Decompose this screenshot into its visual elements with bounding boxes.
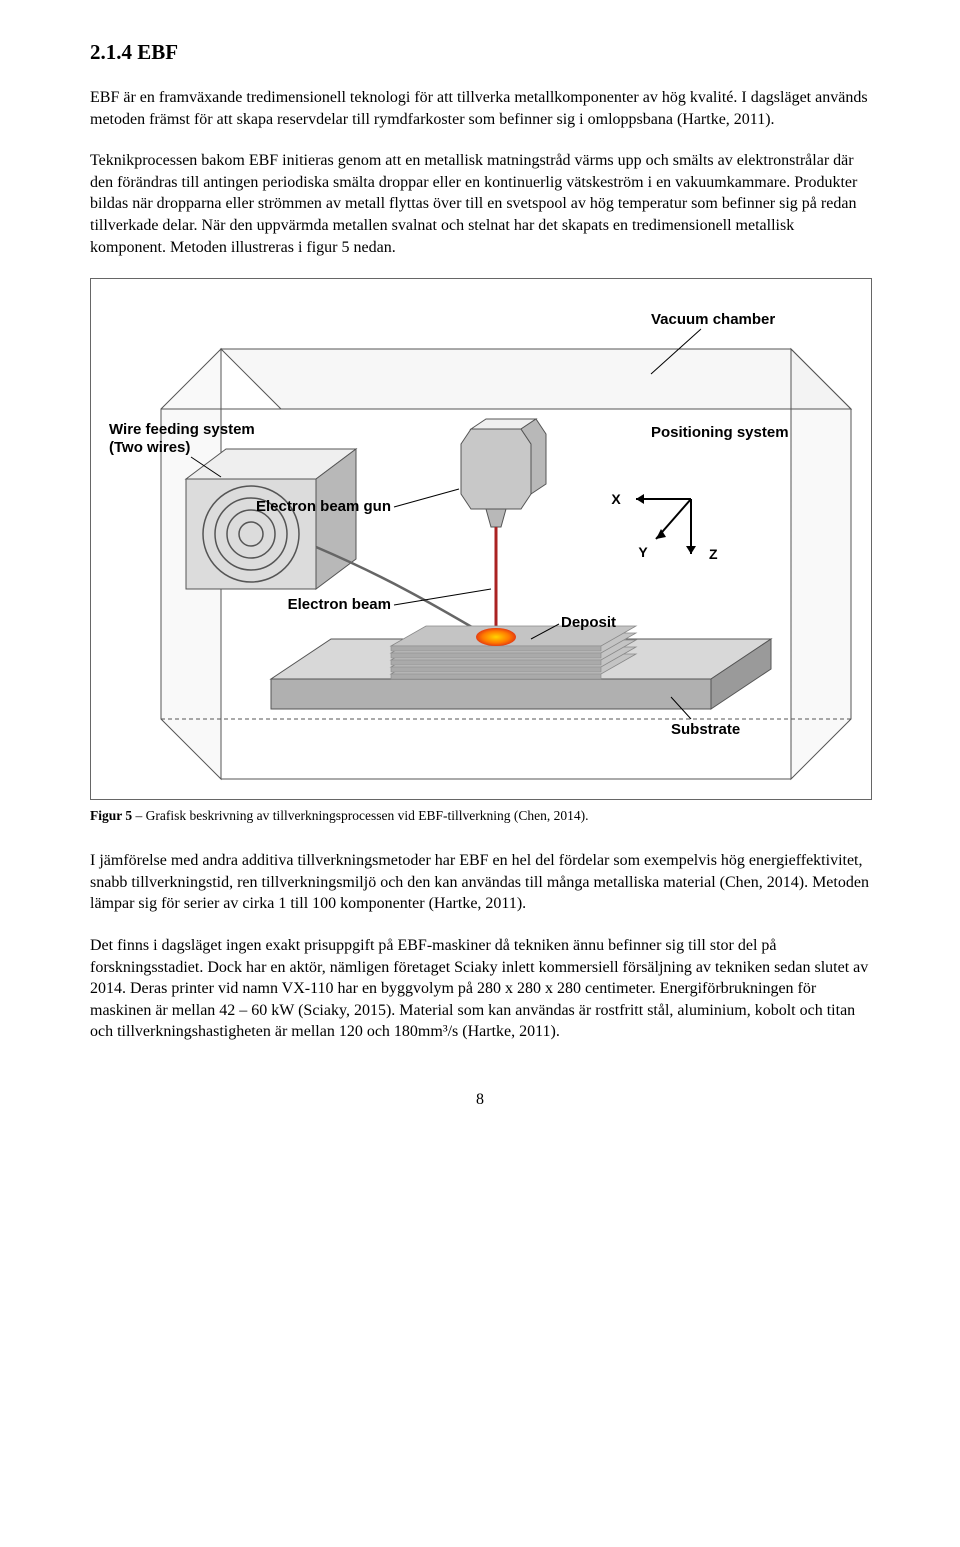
svg-text:Y: Y xyxy=(638,544,648,560)
ebf-diagram: Vacuum chamber Wire feeding system(Two wi… xyxy=(90,278,872,800)
figure-caption-text: – Grafisk beskrivning av tillverkningspr… xyxy=(132,808,588,823)
figure-5: Vacuum chamber Wire feeding system(Two wi… xyxy=(90,278,870,800)
svg-text:Wire feeding system: Wire feeding system xyxy=(109,421,255,438)
paragraph-2: Teknikprocessen bakom EBF initieras geno… xyxy=(90,150,870,258)
svg-text:Positioning system: Positioning system xyxy=(651,424,789,441)
document-page: 2.1.4 EBF EBF är en framväxande tredimen… xyxy=(0,0,960,1169)
page-number: 8 xyxy=(90,1091,870,1109)
figure-caption-label: Figur 5 xyxy=(90,808,132,823)
svg-text:Electron beam gun: Electron beam gun xyxy=(256,498,391,515)
paragraph-3: I jämförelse med andra additiva tillverk… xyxy=(90,850,870,915)
svg-text:Z: Z xyxy=(709,546,718,562)
svg-text:Substrate: Substrate xyxy=(671,721,740,738)
figure-caption: Figur 5 – Grafisk beskrivning av tillver… xyxy=(90,808,870,824)
paragraph-4: Det finns i dagsläget ingen exakt prisup… xyxy=(90,935,870,1043)
svg-text:Deposit: Deposit xyxy=(561,614,616,631)
svg-text:X: X xyxy=(611,491,621,507)
section-heading: 2.1.4 EBF xyxy=(90,40,870,65)
svg-text:Vacuum chamber: Vacuum chamber xyxy=(651,311,775,328)
paragraph-1: EBF är en framväxande tredimensionell te… xyxy=(90,87,870,130)
svg-text:Electron beam: Electron beam xyxy=(288,596,391,613)
svg-text:(Two wires): (Two wires) xyxy=(109,439,190,456)
